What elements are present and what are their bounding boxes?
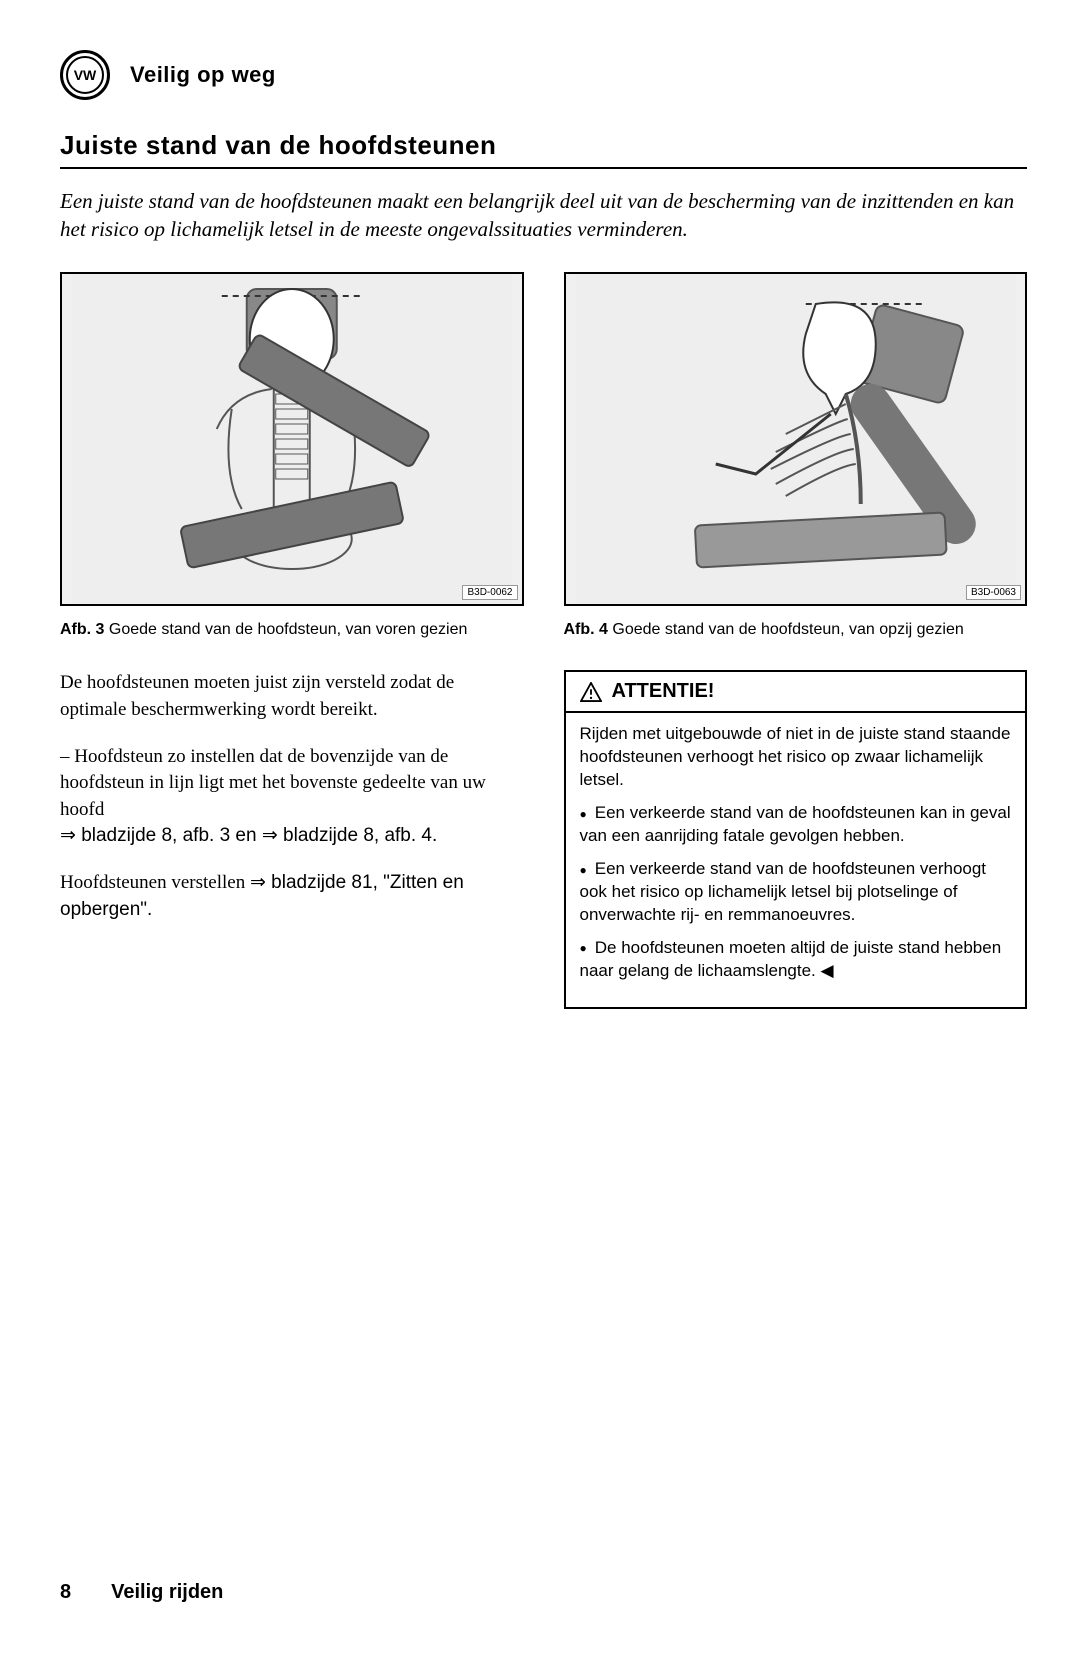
figure-4-num: Afb. 4 — [564, 621, 608, 638]
bullet1-text: – Hoofdsteun zo instellen dat de bovenzi… — [60, 746, 486, 820]
content-row: De hoofdsteunen moeten juist zijn verste… — [60, 670, 1027, 1008]
figures-row: B3D-0062 Afb. 3 Goede stand van de hoofd… — [60, 272, 1027, 641]
attention-header: ATTENTIE! — [566, 672, 1026, 713]
figure-4-svg — [566, 274, 1026, 604]
section-intro: Een juiste stand van de hoofdsteunen maa… — [60, 187, 1027, 244]
figure-3-caption: Afb. 3 Goede stand van de hoofdsteun, va… — [60, 620, 524, 641]
section-title: Juiste stand van de hoofdsteunen — [60, 130, 1027, 169]
body-para-2: Hoofdsteunen verstellen ⇒ bladzijde 81, … — [60, 870, 524, 923]
page-footer: 8 Veilig rijden — [60, 1581, 223, 1604]
attention-bullet-3: De hoofdsteunen moeten altijd de juiste … — [580, 937, 1012, 983]
figure-right-col: B3D-0063 Afb. 4 Goede stand van de hoofd… — [564, 272, 1028, 641]
figure-left-col: B3D-0062 Afb. 3 Goede stand van de hoofd… — [60, 272, 524, 641]
bullet1-ref1: ⇒ bladzijde 8, afb. 3 en — [60, 825, 262, 846]
figure-4-box: B3D-0063 — [564, 272, 1028, 606]
attention-body: Rijden met uitgebouwde of niet in de jui… — [566, 713, 1026, 1006]
figure-3-num: Afb. 3 — [60, 621, 104, 638]
attention-bullet-1: Een verkeerde stand van de hoofdsteunen … — [580, 802, 1012, 848]
attention-box: ATTENTIE! Rijden met uitgebouwde of niet… — [564, 670, 1028, 1008]
figure-4-ref: B3D-0063 — [966, 585, 1021, 600]
para2-prefix: Hoofdsteunen verstellen — [60, 872, 250, 893]
chapter-title: Veilig op weg — [130, 62, 276, 88]
attention-title: ATTENTIE! — [612, 680, 715, 703]
figure-3-ref: B3D-0062 — [462, 585, 517, 600]
left-column: De hoofdsteunen moeten juist zijn verste… — [60, 670, 524, 1008]
footer-title: Veilig rijden — [111, 1581, 223, 1604]
page: VW Veilig op weg Juiste stand van de hoo… — [0, 0, 1087, 1654]
bullet1-ref2: ⇒ bladzijde 8, afb. 4. — [262, 825, 437, 846]
figure-3-box: B3D-0062 — [60, 272, 524, 606]
right-column: ATTENTIE! Rijden met uitgebouwde of niet… — [564, 670, 1028, 1008]
figure-4-caption: Afb. 4 Goede stand van de hoofdsteun, va… — [564, 620, 1028, 641]
body-para-1: De hoofdsteunen moeten juist zijn verste… — [60, 670, 524, 723]
figure-3-svg — [62, 274, 522, 604]
figure-3-text: Goede stand van de hoofdsteun, van voren… — [109, 621, 467, 638]
warning-icon — [580, 682, 602, 702]
body-bullet-1: – Hoofdsteun zo instellen dat de bovenzi… — [60, 744, 524, 850]
attention-bullet-2: Een verkeerde stand van de hoofdsteunen … — [580, 858, 1012, 927]
attention-lead: Rijden met uitgebouwde of niet in de jui… — [580, 723, 1012, 792]
figure-4-text: Goede stand van de hoofdsteun, van opzij… — [612, 621, 963, 638]
vw-logo-text: VW — [66, 56, 104, 94]
page-header: VW Veilig op weg — [60, 50, 1027, 100]
page-number: 8 — [60, 1581, 71, 1604]
vw-logo: VW — [60, 50, 110, 100]
